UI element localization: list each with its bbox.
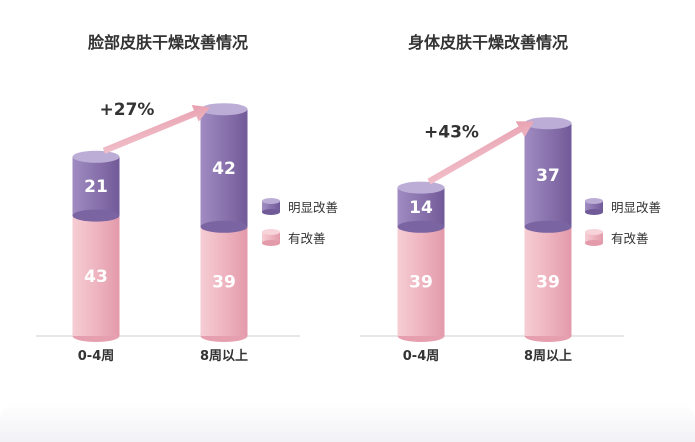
bar-2: 39 37 <box>524 117 572 342</box>
legend-item-有改善: 有改善 <box>585 229 649 246</box>
segment-明显改善 <box>72 156 120 216</box>
segment-seam <box>524 220 572 233</box>
segment-seam <box>397 220 445 233</box>
bar-top-cap <box>200 103 248 116</box>
legend-swatch <box>585 201 603 212</box>
legend-swatch-cap <box>262 229 280 235</box>
data-label-有改善: 43 <box>84 267 108 287</box>
legend-item-有改善: 有改善 <box>262 229 326 246</box>
x-tick-label: 0-4周 <box>78 349 115 364</box>
bar-1: 43 21 <box>72 150 120 342</box>
legend-swatch-cap <box>585 229 603 235</box>
data-label-明显改善: 42 <box>212 159 236 179</box>
data-label-有改善: 39 <box>536 272 560 292</box>
segment-有改善 <box>200 226 248 336</box>
x-tick-label: 8周以上 <box>200 349 248 364</box>
legend-label: 明显改善 <box>288 200 338 215</box>
segment-有改善 <box>72 215 120 336</box>
bar-top-cap <box>524 117 572 130</box>
segment-明显改善 <box>200 109 248 227</box>
data-label-明显改善: 14 <box>409 198 433 218</box>
bar-top-cap <box>397 181 445 194</box>
x-tick-label: 0-4周 <box>403 349 440 364</box>
data-label-明显改善: 21 <box>84 177 108 197</box>
bar-2: 39 42 <box>200 103 248 342</box>
bar-top-cap <box>72 150 120 163</box>
data-label-有改善: 39 <box>212 272 236 292</box>
chart-title: 脸部皮肤干燥改善情况 <box>88 33 248 52</box>
legend-label: 明显改善 <box>611 200 661 215</box>
legend-swatch-cap <box>262 198 280 204</box>
segment-明显改善 <box>524 123 572 227</box>
growth-arrow-shape <box>427 121 535 185</box>
legend-swatch-base <box>262 209 280 215</box>
bottom-fade-panel <box>0 402 695 442</box>
segment-有改善 <box>397 226 445 336</box>
growth-annotation: +27% <box>100 100 155 120</box>
chart-title: 身体皮肤干燥改善情况 <box>408 33 568 52</box>
legend-swatch <box>262 201 280 212</box>
growth-arrow <box>102 104 211 154</box>
data-label-有改善: 39 <box>409 272 433 292</box>
legend-swatch-base <box>262 240 280 246</box>
legend-item-明显改善: 明显改善 <box>262 198 338 215</box>
legend-swatch <box>262 232 280 243</box>
legend-label: 有改善 <box>288 231 326 246</box>
legend-item-明显改善: 明显改善 <box>585 198 661 215</box>
data-label-明显改善: 37 <box>536 166 560 186</box>
segment-有改善 <box>524 226 572 336</box>
bar-1: 39 14 <box>397 181 445 342</box>
legend-swatch-cap <box>585 198 603 204</box>
legend-swatch-base <box>585 209 603 215</box>
growth-arrow-shape <box>102 104 211 154</box>
growth-arrow <box>427 121 535 185</box>
segment-seam <box>200 220 248 233</box>
legend-swatch-base <box>585 240 603 246</box>
legend-label: 有改善 <box>611 231 649 246</box>
segment-seam <box>72 209 120 222</box>
growth-annotation: +43% <box>424 122 479 142</box>
legend-swatch <box>585 232 603 243</box>
segment-明显改善 <box>397 187 445 227</box>
x-tick-label: 8周以上 <box>524 349 572 364</box>
